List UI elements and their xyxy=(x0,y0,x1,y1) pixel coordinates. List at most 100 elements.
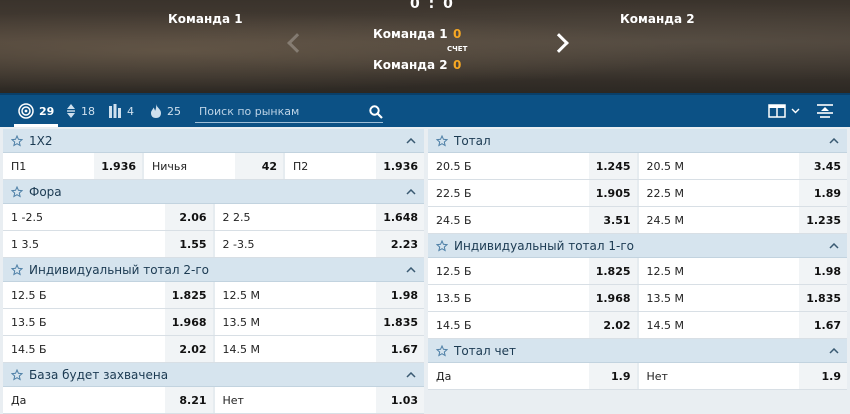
bet-outcome-14-5-м[interactable]: 14.5 М 1.67 xyxy=(639,312,847,338)
star-icon[interactable] xyxy=(11,368,23,381)
outcome-odd[interactable]: 1.648 xyxy=(376,204,424,230)
market-toolbar: 29 18 4 25 xyxy=(0,93,850,127)
market-block: Индивидуальный тотал 2-го 12.5 Б 1.825 12.5… xyxy=(3,258,424,363)
outcome-label: 24.5 М xyxy=(646,213,684,227)
market-search xyxy=(195,101,383,123)
star-icon[interactable] xyxy=(11,134,23,147)
bet-outcome-1-3-5[interactable]: 1 3.5 1.55 xyxy=(3,231,215,257)
outcome-odd[interactable]: 1.235 xyxy=(799,207,847,233)
bet-outcome-13-5-м[interactable]: 13.5 М 1.835 xyxy=(215,309,424,335)
chevron-up-icon[interactable] xyxy=(829,242,839,249)
chevron-up-icon[interactable] xyxy=(829,347,839,354)
chevron-up-icon[interactable] xyxy=(406,137,416,144)
prev-arrow-icon[interactable] xyxy=(287,33,307,53)
bet-outcome-да[interactable]: Да 8.21 xyxy=(3,387,215,413)
search-icon[interactable] xyxy=(369,104,383,119)
bet-outcome-12-5-б[interactable]: 12.5 Б 1.825 xyxy=(3,282,215,308)
outcome-label: 13.5 М xyxy=(222,315,260,329)
bet-outcome-13-5-б[interactable]: 13.5 Б 1.968 xyxy=(428,285,639,311)
market-title: Фора xyxy=(29,184,62,199)
bet-outcome-22-5-м[interactable]: 22.5 М 1.89 xyxy=(639,180,847,206)
bet-outcome-13-5-м[interactable]: 13.5 М 1.835 xyxy=(639,285,847,311)
bet-outcome-22-5-б[interactable]: 22.5 Б 1.905 xyxy=(428,180,639,206)
outcome-odd[interactable]: 1.825 xyxy=(588,258,637,284)
outcome-odd[interactable]: 42 xyxy=(235,153,283,179)
outcome-odd[interactable]: 1.968 xyxy=(588,285,637,311)
outcome-odd[interactable]: 1.936 xyxy=(94,153,142,179)
outcome-odd[interactable]: 2.23 xyxy=(376,231,424,257)
odds-row: 22.5 Б 1.905 22.5 М 1.89 xyxy=(428,180,847,207)
outcome-odd[interactable]: 1.55 xyxy=(164,231,213,257)
bet-outcome-14-5-м[interactable]: 14.5 М 1.67 xyxy=(215,336,424,362)
next-arrow-icon[interactable] xyxy=(549,33,569,53)
market-header[interactable]: Индивидуальный тотал 1-го xyxy=(428,234,847,258)
outcome-odd[interactable]: 1.9 xyxy=(799,363,847,389)
bet-outcome-п1[interactable]: П1 1.936 xyxy=(3,153,144,179)
outcome-odd[interactable]: 1.825 xyxy=(164,282,213,308)
bet-outcome-п2[interactable]: П2 1.936 xyxy=(285,153,424,179)
outcome-odd[interactable]: 1.835 xyxy=(376,309,424,335)
bet-outcome-24-5-м[interactable]: 24.5 М 1.235 xyxy=(639,207,847,233)
outcome-odd[interactable]: 2.02 xyxy=(164,336,213,362)
bet-outcome-нет[interactable]: Нет 1.9 xyxy=(639,363,847,389)
star-icon[interactable] xyxy=(11,185,23,198)
bet-outcome-12-5-м[interactable]: 12.5 М 1.98 xyxy=(215,282,424,308)
star-icon[interactable] xyxy=(436,134,448,147)
layout-toggle-button[interactable] xyxy=(768,95,800,127)
market-header[interactable]: Тотал чет xyxy=(428,339,847,363)
outcome-odd[interactable]: 2.06 xyxy=(164,204,213,230)
collapse-all-button[interactable] xyxy=(816,95,834,127)
outcome-odd[interactable]: 1.835 xyxy=(799,285,847,311)
outcome-odd[interactable]: 1.98 xyxy=(799,258,847,284)
market-block: Тотал чет Да 1.9 Нет 1.9 xyxy=(428,339,847,390)
star-icon[interactable] xyxy=(11,263,23,276)
bet-outcome-24-5-б[interactable]: 24.5 Б 3.51 xyxy=(428,207,639,233)
bet-outcome-1-2-5[interactable]: 1 -2.5 2.06 xyxy=(3,204,215,230)
bet-outcome-20-5-б[interactable]: 20.5 Б 1.245 xyxy=(428,153,639,179)
bet-outcome-13-5-б[interactable]: 13.5 Б 1.968 xyxy=(3,309,215,335)
search-input[interactable] xyxy=(195,105,369,118)
outcome-odd[interactable]: 2.02 xyxy=(588,312,637,338)
filter-stats-tab[interactable]: 4 xyxy=(108,95,134,127)
outcome-odd[interactable]: 1.98 xyxy=(376,282,424,308)
chevron-up-icon[interactable] xyxy=(829,137,839,144)
outcome-odd[interactable]: 1.936 xyxy=(376,153,424,179)
outcome-odd[interactable]: 1.67 xyxy=(376,336,424,362)
outcome-odd[interactable]: 1.905 xyxy=(588,180,637,206)
market-header[interactable]: 1X2 xyxy=(3,129,424,153)
market-header[interactable]: Тотал xyxy=(428,129,847,153)
star-icon[interactable] xyxy=(436,239,448,252)
market-header[interactable]: База будет захвачена xyxy=(3,363,424,387)
outcome-odd[interactable]: 1.03 xyxy=(376,387,424,413)
market-header[interactable]: Индивидуальный тотал 2-го xyxy=(3,258,424,282)
chevron-up-icon[interactable] xyxy=(406,266,416,273)
outcome-odd[interactable]: 1.89 xyxy=(799,180,847,206)
outcome-odd[interactable]: 1.9 xyxy=(588,363,637,389)
bet-outcome-14-5-б[interactable]: 14.5 Б 2.02 xyxy=(428,312,639,338)
bet-outcome-2-2-5[interactable]: 2 2.5 1.648 xyxy=(215,204,424,230)
bet-outcome-20-5-м[interactable]: 20.5 М 3.45 xyxy=(639,153,847,179)
bet-outcome-да[interactable]: Да 1.9 xyxy=(428,363,639,389)
outcome-odd[interactable]: 8.21 xyxy=(164,387,213,413)
bet-outcome-ничья[interactable]: Ничья 42 xyxy=(144,153,285,179)
chevron-up-icon[interactable] xyxy=(406,371,416,378)
bet-outcome-14-5-б[interactable]: 14.5 Б 2.02 xyxy=(3,336,215,362)
outcome-odd[interactable]: 3.45 xyxy=(799,153,847,179)
filter-all-tab[interactable]: 29 xyxy=(13,95,59,127)
bet-outcome-нет[interactable]: Нет 1.03 xyxy=(215,387,424,413)
bet-outcome-2-3-5[interactable]: 2 -3.5 2.23 xyxy=(215,231,424,257)
outcome-odd[interactable]: 3.51 xyxy=(588,207,637,233)
odds-row: Да 8.21 Нет 1.03 xyxy=(3,387,424,414)
chevron-up-icon[interactable] xyxy=(406,188,416,195)
outcome-label: П2 xyxy=(293,159,309,173)
outcome-odd[interactable]: 1.245 xyxy=(588,153,637,179)
filter-hot-tab[interactable]: 25 xyxy=(150,95,181,127)
filter-sort-tab[interactable]: 18 xyxy=(66,95,95,127)
bet-outcome-12-5-м[interactable]: 12.5 М 1.98 xyxy=(639,258,847,284)
star-icon[interactable] xyxy=(436,344,448,357)
bet-outcome-12-5-б[interactable]: 12.5 Б 1.825 xyxy=(428,258,639,284)
outcome-label: 13.5 М xyxy=(646,291,684,305)
outcome-odd[interactable]: 1.968 xyxy=(164,309,213,335)
outcome-odd[interactable]: 1.67 xyxy=(799,312,847,338)
market-header[interactable]: Фора xyxy=(3,180,424,204)
